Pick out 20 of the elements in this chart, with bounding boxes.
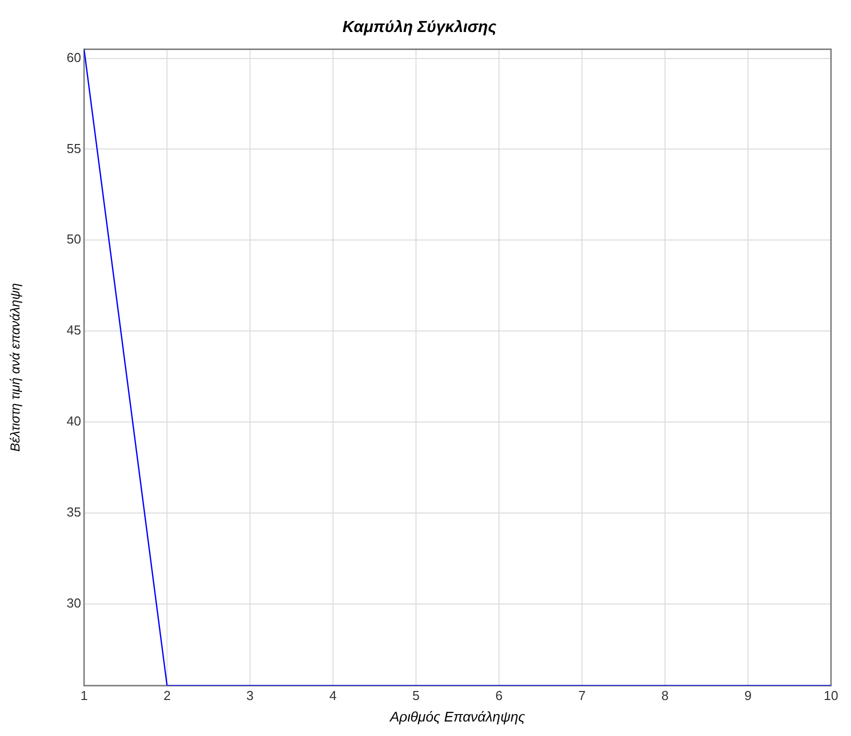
x-tick-label: 4 [329,688,337,703]
y-tick-label: 30 [66,595,82,610]
x-tick-label: 8 [661,688,669,703]
x-tick-label: 2 [163,688,171,703]
x-tick-label: 3 [246,688,254,703]
y-tick-label: 55 [66,140,82,156]
y-tick-label: 35 [66,504,82,520]
x-tick-label: 7 [578,688,586,703]
x-tick-label: 9 [744,688,752,703]
y-tick-label: 40 [66,414,82,429]
chart-title: Καμπύλη Σύγκλισης [342,19,497,36]
x-tick-label: 5 [412,688,420,703]
x-axis-title: Αριθμός Επανάληψης [388,708,526,724]
y-tick-label: 50 [66,232,82,247]
y-tick-label: 60 [66,50,82,65]
x-tick-label: 1 [80,688,88,703]
y-axis-title: Βέλτιστη τιμή ανά επανάληψη [7,283,22,452]
x-tick-label: 6 [495,688,503,703]
x-tick-label: 10 [824,688,838,703]
y-tick-label: 45 [66,322,82,338]
